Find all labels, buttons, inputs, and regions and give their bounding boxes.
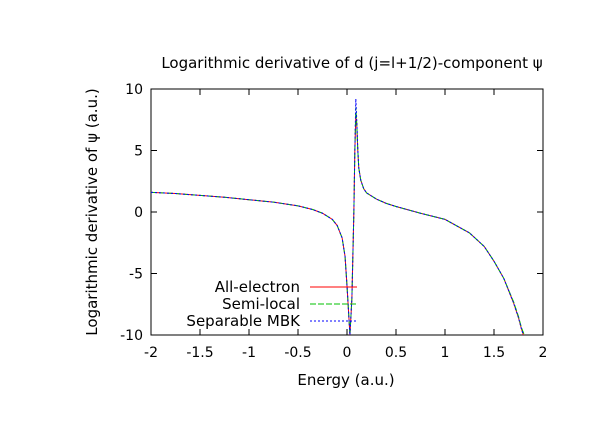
y-axis-title: Logarithmic derivative of ψ (a.u.) — [83, 88, 101, 335]
y-tick-label: -10 — [120, 328, 143, 344]
x-tick-label: -1 — [242, 345, 256, 361]
x-tick-label: 0.5 — [385, 345, 407, 361]
x-tick-label: 0 — [343, 345, 352, 361]
y-tick-label: 5 — [134, 144, 143, 160]
y-tick-label: 0 — [134, 205, 143, 221]
y-axis: -10 -5 0 5 10 — [120, 82, 543, 344]
y-tick-label: -5 — [129, 267, 143, 283]
x-tick-label: -1.5 — [186, 345, 213, 361]
chart-title: Logarithmic derivative of d (j=l+1/2)-co… — [161, 54, 542, 72]
x-tick-label: 2 — [539, 345, 548, 361]
series-layer — [151, 98, 525, 335]
x-axis-title: Energy (a.u.) — [297, 371, 394, 389]
legend-label-1: All-electron — [215, 278, 300, 296]
legend-label-3: Separable MBK — [186, 312, 301, 330]
x-tick-label: -2 — [144, 345, 158, 361]
series-line-2 — [151, 107, 525, 335]
legend-label-2: Semi-local — [222, 295, 300, 313]
plot-border — [150, 88, 544, 336]
plot-frame — [150, 88, 544, 336]
x-tick-label: 1 — [441, 345, 450, 361]
y-tick-label: 10 — [125, 82, 143, 98]
x-tick-label: -0.5 — [284, 345, 311, 361]
series-line-3 — [151, 98, 524, 335]
x-tick-label: 1.5 — [483, 345, 505, 361]
x-axis: -2 -1.5 -1 -0.5 0 0.5 1 1.5 2 — [144, 89, 547, 361]
